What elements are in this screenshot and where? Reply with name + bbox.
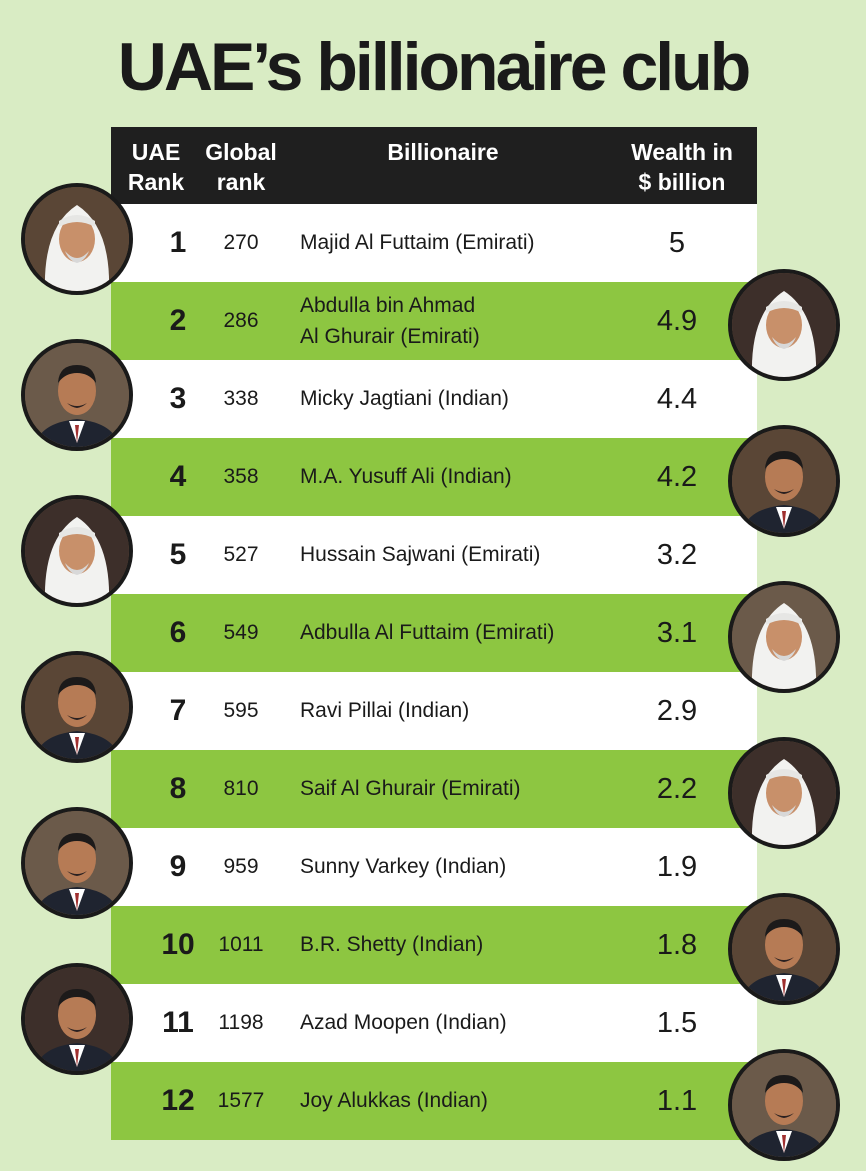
billionaire-name-cell: Hussain Sajwani (Emirati) (300, 516, 620, 594)
global-rank-cell: 527 (223, 543, 259, 566)
uae-rank-cell: 3 (169, 382, 187, 415)
table-row: 12 1577 Joy Alukkas (Indian) 1.1 (111, 1062, 757, 1140)
table-row: 1 270 Majid Al Futtaim (Emirati) 5 (111, 204, 757, 282)
billionaire-name-cell: B.R. Shetty (Indian) (300, 906, 620, 984)
global-rank-cell: 286 (223, 309, 259, 332)
wealth-cell: 4.9 (656, 305, 698, 337)
table-row: 11 1198 Azad Moopen (Indian) 1.5 (111, 984, 757, 1062)
portrait-avatar (21, 339, 133, 451)
table-row: 6 549 Adbulla Al Futtaim (Emirati) 3.1 (111, 594, 757, 672)
uae-rank-cell: 5 (169, 538, 187, 571)
wealth-cell: 3.1 (656, 617, 698, 649)
table-row: 4 358 M.A. Yusuff Ali (Indian) 4.2 (111, 438, 757, 516)
portrait-avatar (728, 893, 840, 1005)
billionaire-name-line: Sunny Varkey (Indian) (300, 855, 507, 878)
billionaire-name-line: Majid Al Futtaim (Emirati) (300, 231, 535, 254)
table-row: 8 810 Saif Al Ghurair (Emirati) 2.2 (111, 750, 757, 828)
header-global-rank: Global rank (195, 137, 287, 197)
portrait-avatar (728, 737, 840, 849)
portrait-avatar (728, 425, 840, 537)
global-rank-cell: 1198 (218, 1011, 264, 1034)
billionaire-name-cell: M.A. Yusuff Ali (Indian) (300, 438, 620, 516)
global-rank-cell: 1577 (217, 1089, 265, 1112)
wealth-cell: 2.2 (656, 773, 698, 805)
table-row: 3 338 Micky Jagtiani (Indian) 4.4 (111, 360, 757, 438)
wealth-cell: 1.8 (656, 929, 698, 961)
billionaire-name-line: Micky Jagtiani (Indian) (300, 387, 509, 410)
billionaire-name-line: M.A. Yusuff Ali (Indian) (300, 465, 512, 488)
header-uae-rank: UAE Rank (111, 137, 201, 197)
portrait-avatar (21, 183, 133, 295)
portrait-avatar (21, 963, 133, 1075)
billionaire-name-cell: Saif Al Ghurair (Emirati) (300, 750, 620, 828)
wealth-cell: 4.4 (656, 383, 698, 415)
billionaire-name-line: Azad Moopen (Indian) (300, 1011, 507, 1034)
table-row: 9 959 Sunny Varkey (Indian) 1.9 (111, 828, 757, 906)
billionaire-name-line: B.R. Shetty (Indian) (300, 933, 484, 956)
uae-rank-cell: 10 (161, 928, 195, 961)
uae-rank-cell: 4 (169, 460, 187, 493)
header-billionaire: Billionaire (387, 139, 499, 165)
table-header: UAE Rank Global rank Billionaire Wealth … (111, 127, 757, 204)
uae-rank-cell: 8 (169, 772, 187, 805)
header-uae-rank-line1: UAE (131, 139, 181, 165)
table-row: 5 527 Hussain Sajwani (Emirati) 3.2 (111, 516, 757, 594)
billionaire-name-cell: Adbulla Al Futtaim (Emirati) (300, 594, 620, 672)
wealth-cell: 1.9 (656, 851, 698, 883)
table-row: 7 595 Ravi Pillai (Indian) 2.9 (111, 672, 757, 750)
table-row: 2 286 Abdulla bin Ahmad Al Ghurair (Emirati… (111, 282, 757, 360)
header-global-rank-line1: Global (205, 139, 277, 165)
wealth-cell: 5 (668, 227, 686, 259)
uae-rank-cell: 11 (162, 1006, 194, 1039)
billionaire-table: UAE Rank Global rank Billionaire Wealth … (111, 127, 757, 1140)
billionaire-name-line: Hussain Sajwani (Emirati) (300, 543, 541, 566)
global-rank-cell: 1011 (218, 933, 264, 956)
portrait-avatar (21, 495, 133, 607)
uae-rank-cell: 2 (169, 304, 187, 337)
table-row: 10 1011 B.R. Shetty (Indian) 1.8 (111, 906, 757, 984)
billionaire-name-cell: Ravi Pillai (Indian) (300, 672, 620, 750)
billionaire-name-line: Joy Alukkas (Indian) (300, 1089, 488, 1112)
uae-rank-cell: 7 (169, 694, 187, 727)
header-wealth: Wealth in $ billion (607, 137, 757, 197)
wealth-cell: 2.9 (656, 695, 698, 727)
header-uae-rank-line2: Rank (127, 169, 185, 195)
billionaire-name-cell: Abdulla bin Ahmad Al Ghurair (Emirati) (300, 282, 620, 360)
portrait-avatar (728, 581, 840, 693)
wealth-cell: 3.2 (656, 539, 698, 571)
billionaire-name-cell: Joy Alukkas (Indian) (300, 1062, 620, 1140)
billionaire-name-line: Al Ghurair (Emirati) (300, 325, 480, 348)
billionaire-name-line: Ravi Pillai (Indian) (300, 699, 470, 722)
portrait-avatar (728, 269, 840, 381)
global-rank-cell: 549 (223, 621, 259, 644)
billionaire-name-line: Abdulla bin Ahmad (300, 294, 476, 317)
billionaire-name-line: Saif Al Ghurair (Emirati) (300, 777, 521, 800)
global-rank-cell: 810 (223, 777, 259, 800)
header-global-rank-line2: rank (216, 169, 266, 195)
global-rank-cell: 338 (223, 387, 259, 410)
global-rank-cell: 270 (223, 231, 259, 254)
wealth-cell: 1.5 (656, 1007, 698, 1039)
header-wealth-line1: Wealth in (631, 139, 733, 165)
global-rank-cell: 959 (223, 855, 259, 878)
billionaire-name-cell: Majid Al Futtaim (Emirati) (300, 204, 620, 282)
portrait-avatar (21, 807, 133, 919)
uae-rank-cell: 6 (169, 616, 187, 649)
portrait-avatar (728, 1049, 840, 1161)
billionaire-name-cell: Sunny Varkey (Indian) (300, 828, 620, 906)
billionaire-name-cell: Micky Jagtiani (Indian) (300, 360, 620, 438)
page-title: UAE’s billionaire club (117, 29, 752, 105)
uae-rank-cell: 12 (161, 1084, 195, 1117)
global-rank-cell: 595 (223, 699, 259, 722)
wealth-cell: 4.2 (656, 461, 698, 493)
billionaire-name-cell: Azad Moopen (Indian) (300, 984, 620, 1062)
portrait-avatar (21, 651, 133, 763)
wealth-cell: 1.1 (656, 1085, 698, 1117)
billionaire-name-line: Adbulla Al Futtaim (Emirati) (300, 621, 555, 644)
uae-rank-cell: 9 (169, 850, 187, 883)
global-rank-cell: 358 (223, 465, 259, 488)
uae-rank-cell: 1 (169, 226, 187, 259)
header-wealth-line2: $ billion (638, 169, 726, 195)
